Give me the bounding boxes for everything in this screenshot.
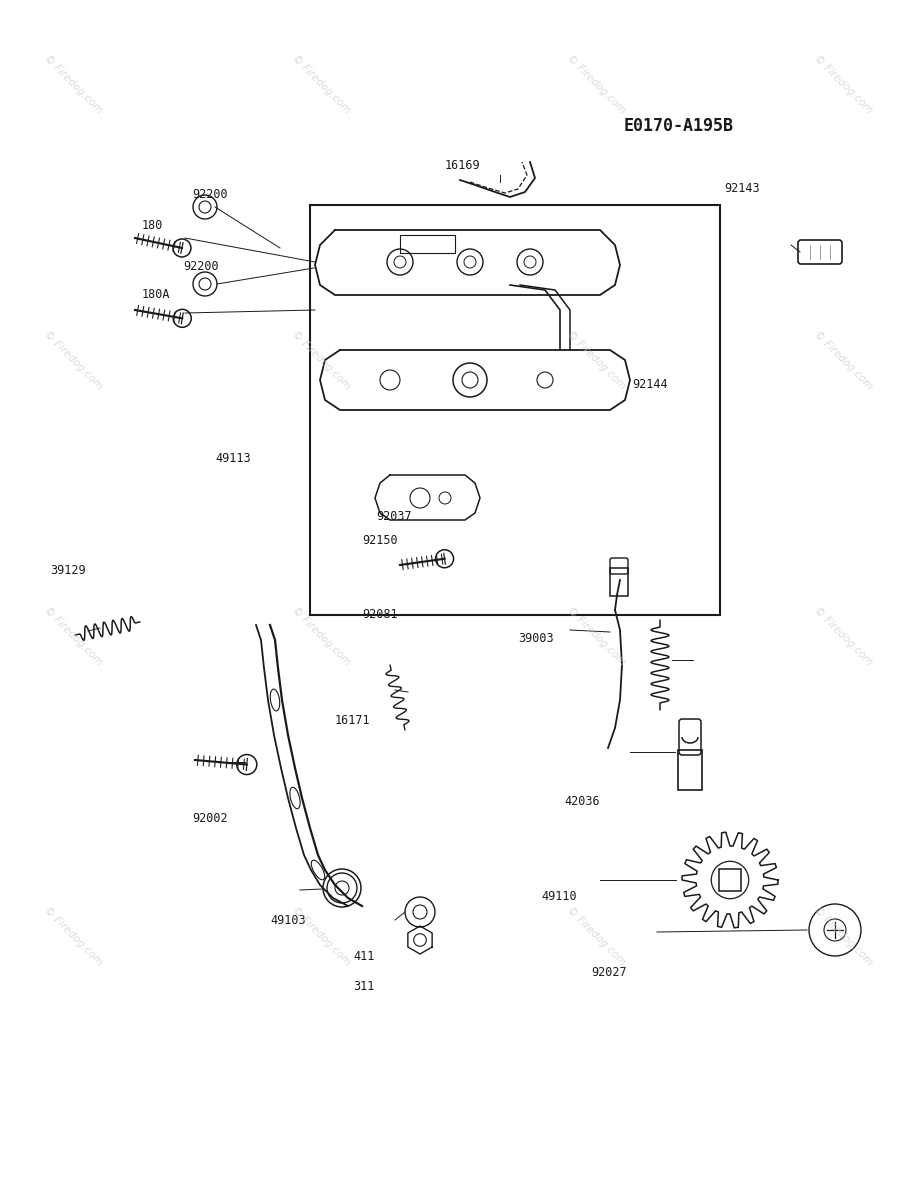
Text: © Firedog.com: © Firedog.com (812, 605, 875, 667)
Text: © Firedog.com: © Firedog.com (812, 329, 875, 391)
Text: © Firedog.com: © Firedog.com (42, 605, 105, 667)
Text: 49113: 49113 (215, 452, 251, 464)
Text: © Firedog.com: © Firedog.com (565, 605, 627, 667)
Text: 42036: 42036 (564, 796, 600, 808)
Text: © Firedog.com: © Firedog.com (565, 329, 627, 391)
Text: © Firedog.com: © Firedog.com (290, 329, 352, 391)
Text: © Firedog.com: © Firedog.com (565, 53, 627, 115)
Text: © Firedog.com: © Firedog.com (42, 329, 105, 391)
Text: 92002: 92002 (193, 812, 228, 824)
Text: 16169: 16169 (445, 160, 481, 172)
Text: 92143: 92143 (724, 182, 760, 194)
Text: 92144: 92144 (633, 378, 668, 390)
Text: © Firedog.com: © Firedog.com (290, 605, 352, 667)
Text: 180: 180 (142, 220, 163, 232)
Text: © Firedog.com: © Firedog.com (42, 905, 105, 967)
Text: 180A: 180A (142, 288, 171, 300)
Bar (678, 750, 702, 790)
Text: E0170-A195B: E0170-A195B (624, 116, 734, 134)
Text: 16171: 16171 (335, 714, 370, 726)
Text: 39003: 39003 (518, 632, 554, 644)
Text: © Firedog.com: © Firedog.com (812, 53, 875, 115)
Text: 92081: 92081 (362, 608, 398, 620)
Text: 92037: 92037 (376, 510, 412, 522)
Text: 411: 411 (353, 950, 374, 962)
Text: © Firedog.com: © Firedog.com (565, 905, 627, 967)
Text: © Firedog.com: © Firedog.com (812, 905, 875, 967)
Text: 92200: 92200 (183, 260, 219, 272)
Text: © Firedog.com: © Firedog.com (290, 53, 352, 115)
Bar (310, 205, 720, 614)
Text: 92150: 92150 (362, 534, 398, 546)
Bar (610, 568, 628, 596)
Bar (719, 869, 741, 890)
Text: 311: 311 (353, 980, 374, 992)
Text: 92200: 92200 (193, 188, 228, 200)
Text: © Firedog.com: © Firedog.com (42, 53, 105, 115)
Text: 92027: 92027 (591, 966, 627, 978)
Text: © Firedog.com: © Firedog.com (290, 905, 352, 967)
Bar (400, 235, 455, 253)
Text: 49110: 49110 (541, 890, 577, 902)
Text: 39129: 39129 (50, 564, 86, 576)
Text: 49103: 49103 (271, 914, 306, 926)
